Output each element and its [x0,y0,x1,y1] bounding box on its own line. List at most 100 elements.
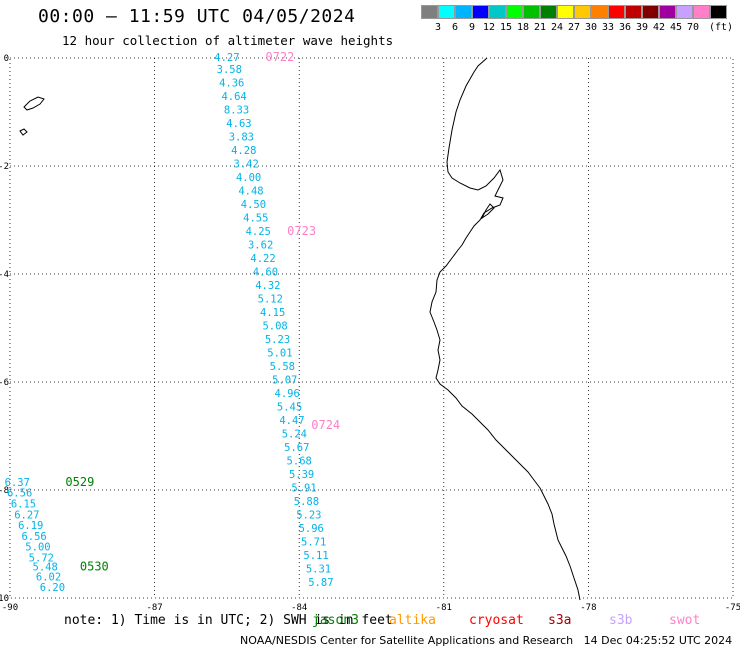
wave-height-value: 3.62 [248,239,273,251]
wave-height-value: 6.56 [7,488,32,500]
wave-height-value: 4.96 [275,388,300,400]
page-subtitle: 12 hour collection of altimeter wave hei… [62,33,394,48]
legend-label: 30 [584,22,598,33]
legend-label: 70 [686,22,700,33]
pass-time-label: 0530 [80,560,109,574]
wave-height-value: 4.00 [236,172,261,184]
south-america-coastline [429,57,581,601]
legend-swatch [557,5,574,19]
wave-height-value: 6.15 [11,499,36,511]
lon-tick-label: -81 [436,603,452,612]
legend-label: 18 [516,22,530,33]
pass-time-label: 0724 [311,418,340,432]
legend-label: 15 [499,22,513,33]
credit-text: NOAA/NESDIS Center for Satellite Applica… [240,634,574,647]
wave-height-value: 4.47 [279,415,304,427]
legend-label: 21 [533,22,547,33]
wave-height-value: 6.37 [5,477,30,489]
wave-height-value: 6.27 [14,509,39,521]
wave-height-value: 5.11 [303,550,328,562]
wave-height-value: 5.87 [308,577,333,589]
credit-line: NOAA/NESDIS Center for Satellite Applica… [240,634,732,647]
wave-height-value: 5.48 [33,562,58,574]
legend-unit: (ft) [709,22,734,33]
satellite-label-s3b: s3b [609,613,633,628]
satellite-label-cryosat: cryosat [469,613,524,628]
legend-label: 6 [451,22,459,33]
lat-tick-label: 0 [4,54,9,64]
legend-label: 36 [618,22,632,33]
legend-label: 12 [482,22,496,33]
satellite-label-jason3: jason3 [312,613,359,628]
wave-height-value: 5.24 [282,428,307,440]
wave-height-value: 3.83 [229,131,254,143]
wave-height-value: 4.28 [231,145,256,157]
legend-label: 24 [550,22,564,33]
legend-swatch [421,5,438,19]
wave-height-value: 3.42 [234,158,259,170]
wave-height-value: 5.01 [267,347,292,359]
altimeter-tracks: 6.376.566.156.276.196.565.005.725.486.02… [5,50,341,594]
wave-height-value: 4.55 [243,212,268,224]
gulf-of-guayaquil-island [480,203,495,220]
wave-height-value: 4.63 [226,118,251,130]
wave-height-value: 5.58 [270,361,295,373]
wave-height-value: 4.32 [255,280,280,292]
wave-height-value: 4.64 [221,91,246,103]
legend-label: 27 [567,22,581,33]
legend-swatch [506,5,523,19]
wave-height-value: 5.31 [306,563,331,575]
wave-height-value: 5.08 [262,320,287,332]
wave-height-value: 4.22 [250,253,275,265]
lon-tick-label: -90 [2,603,18,612]
wave-height-value: 5.68 [287,455,312,467]
wave-height-value: 4.15 [260,307,285,319]
satellite-label-swot: swot [669,613,701,628]
wave-height-value: 8.33 [224,104,249,116]
legend-label: 33 [601,22,615,33]
wave-height-value: 5.67 [284,442,309,454]
wave-height-value: 6.02 [36,571,61,583]
wave-height-value: 4.50 [241,199,266,211]
lat-tick-label: -8 [0,486,9,496]
legend-swatch [642,5,659,19]
wave-height-value: 5.07 [272,374,297,386]
pass-time-label: 0529 [65,475,94,489]
legend-swatch [455,5,472,19]
wave-height-value: 5.96 [299,523,324,535]
lon-tick-label: -84 [291,603,307,612]
lat-tick-label: -6 [0,378,9,388]
wave-height-value: 6.56 [21,531,46,543]
legend-swatch [591,5,608,19]
legend-swatch [676,5,693,19]
legend-label: 39 [635,22,649,33]
page-title: 00:00 – 11:59 UTC 04/05/2024 [38,6,356,27]
lon-tick-label: -75 [725,603,740,612]
satellite-label-s3a: s3a [548,613,572,628]
legend-swatch [438,5,455,19]
wave-height-map: -90-87-84-81-78-750-2-4-6-8-10 6.376.566… [0,50,740,612]
wave-height-value: 5.12 [258,293,283,305]
wave-height-value: 5.39 [289,469,314,481]
pass-time-label: 0722 [265,50,294,64]
wave-height-value: 4.36 [219,77,244,89]
legend-label: 45 [669,22,683,33]
galapagos-islet-coast [19,128,28,136]
lat-tick-label: -4 [0,270,9,280]
legend-swatch [472,5,489,19]
lon-tick-label: -87 [146,603,162,612]
wave-height-value: 5.23 [296,509,321,521]
generated-timestamp: 14 Dec 04:25:52 UTC 2024 [583,634,733,647]
wave-height-value: 5.00 [25,542,50,554]
galapagos-island-coast [23,96,45,111]
legend-swatch [574,5,591,19]
lat-tick-label: -10 [0,594,9,604]
legend-label: 9 [468,22,476,33]
pass-time-label: 0723 [287,224,316,238]
legend-swatch [659,5,676,19]
map-frame [9,57,734,599]
wave-height-value: 6.20 [40,582,65,594]
lon-tick-label: -78 [580,603,596,612]
wave-height-value: 4.25 [246,226,271,238]
legend-swatch [523,5,540,19]
